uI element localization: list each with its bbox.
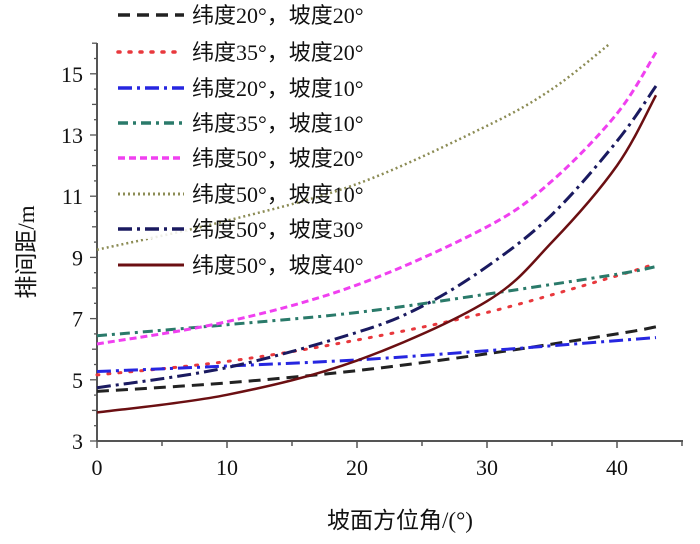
y-tick-label: 11 (62, 184, 83, 209)
y-tick-label: 3 (72, 429, 83, 454)
series-line (96, 51, 658, 346)
legend-bg (115, 182, 187, 204)
legend-item: 纬度20°，坡度20° (115, 3, 364, 28)
legend-item: 纬度50°，坡度20° (115, 146, 364, 171)
series-line (96, 336, 657, 374)
x-tick-label: 0 (92, 455, 103, 480)
series-line (96, 265, 657, 338)
y-tick-label: 13 (61, 123, 83, 148)
legend-label: 纬度20°，坡度10° (192, 76, 364, 101)
legend-label: 纬度50°，坡度30° (192, 217, 364, 242)
y-axis-label: 排间距/m (14, 205, 39, 298)
series-line (96, 94, 658, 414)
series-line (96, 325, 657, 393)
x-tick-label: 10 (216, 455, 238, 480)
legend-label: 纬度50°，坡度10° (192, 182, 364, 207)
x-tick-label: 20 (346, 455, 368, 480)
legend-item: 纬度20°，坡度10° (115, 76, 364, 101)
legend-label: 纬度35°，坡度10° (192, 111, 364, 136)
legend-label: 纬度35°，坡度20° (192, 40, 364, 65)
legend-item: 纬度35°，坡度20° (115, 40, 364, 65)
legend-item: 纬度35°，坡度10° (115, 111, 364, 136)
legend-label: 纬度50°，坡度40° (192, 253, 364, 278)
x-tick-label: 30 (476, 455, 498, 480)
x-axis-label: 坡面方位角/(°) (327, 508, 473, 533)
legend-label: 纬度20°，坡度20° (192, 3, 364, 28)
y-tick-label: 5 (72, 368, 83, 393)
legend-bg (115, 3, 187, 25)
legend-label: 纬度50°，坡度20° (192, 146, 364, 171)
series-line (96, 42, 612, 251)
series-line (95, 262, 658, 377)
y-tick-label: 9 (72, 245, 83, 270)
y-tick-label: 15 (61, 62, 83, 87)
x-tick-label: 40 (606, 455, 628, 480)
legend-item: 纬度50°，坡度30° (115, 217, 364, 242)
legend-item: 纬度50°，坡度40° (115, 253, 364, 278)
legend: 纬度20°，坡度20° 纬度35°，坡度20° 纬度20°，坡度10° 纬度35°，坡… (115, 3, 364, 278)
series-lines (95, 42, 658, 414)
y-tick-label: 7 (72, 307, 83, 332)
series-line (96, 85, 658, 390)
legend-item: 纬度50°，坡度10° (115, 182, 364, 207)
